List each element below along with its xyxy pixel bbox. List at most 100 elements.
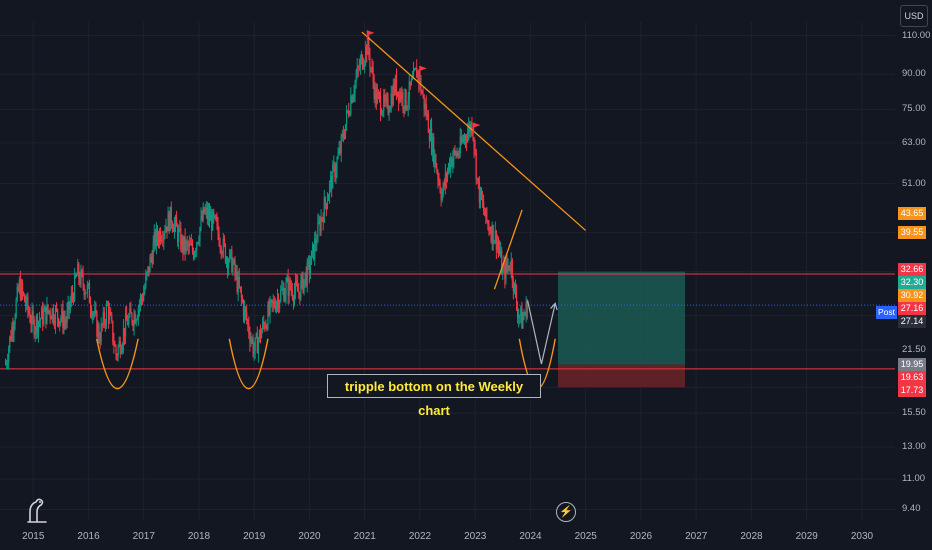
candle-body (415, 67, 417, 70)
candle-body (198, 241, 200, 243)
candle-body (333, 164, 335, 165)
candle-body (407, 100, 409, 107)
time-tick-label: 2029 (795, 531, 818, 542)
candle-body (402, 92, 404, 107)
candle-body (37, 321, 40, 333)
candle-body (442, 182, 444, 195)
candle-body (303, 279, 305, 293)
candle-body (344, 123, 347, 138)
candle-body (170, 206, 172, 223)
candle-body (314, 239, 316, 260)
candle-body (451, 157, 453, 167)
candle-body (174, 217, 177, 224)
candle-body (462, 139, 465, 141)
candle-body (366, 45, 368, 55)
candle-body (487, 221, 489, 225)
candle-body (114, 345, 116, 347)
candle-body (299, 292, 301, 300)
tradingview-logo-icon[interactable] (26, 496, 48, 529)
currency-button[interactable]: USD (900, 5, 928, 27)
candle-body (232, 263, 234, 272)
candle-body (479, 188, 482, 203)
candle-body (88, 283, 91, 304)
time-tick-label: 2028 (740, 531, 763, 542)
candle-body (127, 320, 129, 325)
candle-body (518, 315, 520, 318)
candle-body (307, 260, 309, 262)
candle-body (508, 265, 510, 270)
candle-body (83, 285, 85, 295)
candle-body (158, 231, 161, 243)
candle-body (450, 157, 452, 170)
candle-body (172, 228, 174, 232)
candle-body (443, 182, 445, 187)
candle-body (323, 197, 325, 223)
candle-body (374, 87, 376, 100)
candle-body (190, 243, 193, 246)
candle-body (16, 286, 18, 300)
candle-body (39, 318, 42, 321)
candle-body (79, 278, 81, 285)
candle-body (28, 309, 30, 315)
candle-body (520, 307, 522, 316)
candle-body (280, 290, 282, 301)
candle-body (109, 311, 111, 320)
candle-body (463, 135, 466, 141)
candle-body (110, 311, 112, 316)
time-tick-label: 2025 (574, 531, 597, 542)
candle-body (168, 212, 170, 232)
candle-body (85, 292, 87, 294)
candle-body (84, 292, 86, 295)
candle-body (491, 224, 493, 242)
candle-body (266, 325, 268, 329)
candle-body (206, 207, 208, 220)
candle-body (96, 312, 98, 337)
candle-body (166, 226, 168, 232)
candle-body (352, 96, 354, 103)
price-tag: 32.66 (898, 263, 926, 276)
candle-body (305, 272, 307, 286)
candle-body (328, 182, 331, 196)
candle-body (130, 308, 132, 314)
candle-body (235, 271, 237, 274)
candle-body (95, 309, 97, 313)
long-position-stop-zone (557, 364, 686, 388)
candle-body (167, 212, 169, 232)
lightning-icon[interactable]: ⚡ (556, 502, 576, 522)
candle-body (285, 282, 287, 295)
candle-body (517, 308, 519, 318)
candle-body (25, 302, 27, 306)
candle-body (332, 164, 334, 189)
price-tick-label: 63.00 (902, 136, 926, 148)
candle-body (249, 333, 251, 343)
candle-body (519, 315, 521, 317)
candle-body (234, 259, 236, 274)
chart-annotation-text[interactable]: tripple bottom on the Weekly chart (327, 374, 541, 418)
candle-body (296, 280, 298, 285)
candle-body (106, 304, 109, 306)
candle-body (413, 69, 416, 71)
candle-body (222, 238, 224, 254)
candle-body (12, 326, 14, 333)
candle-body (444, 173, 446, 187)
candle-body (98, 325, 100, 341)
candle-body (373, 81, 375, 100)
candle-body (250, 339, 252, 343)
candle-body (453, 149, 455, 159)
candle-body (433, 136, 435, 165)
candle-body (178, 230, 180, 242)
candle-body (426, 114, 428, 117)
candle-body (481, 198, 484, 203)
candle-body (103, 312, 105, 323)
candle-body (220, 247, 222, 254)
candle-body (189, 243, 191, 246)
candle-body (69, 302, 71, 310)
candle-body (236, 271, 238, 292)
candle-body (24, 294, 26, 303)
candle-body (512, 280, 514, 292)
time-tick-label: 2018 (187, 531, 211, 542)
candle-body (213, 211, 215, 218)
candle-body (322, 217, 324, 223)
candle-body (341, 133, 343, 136)
